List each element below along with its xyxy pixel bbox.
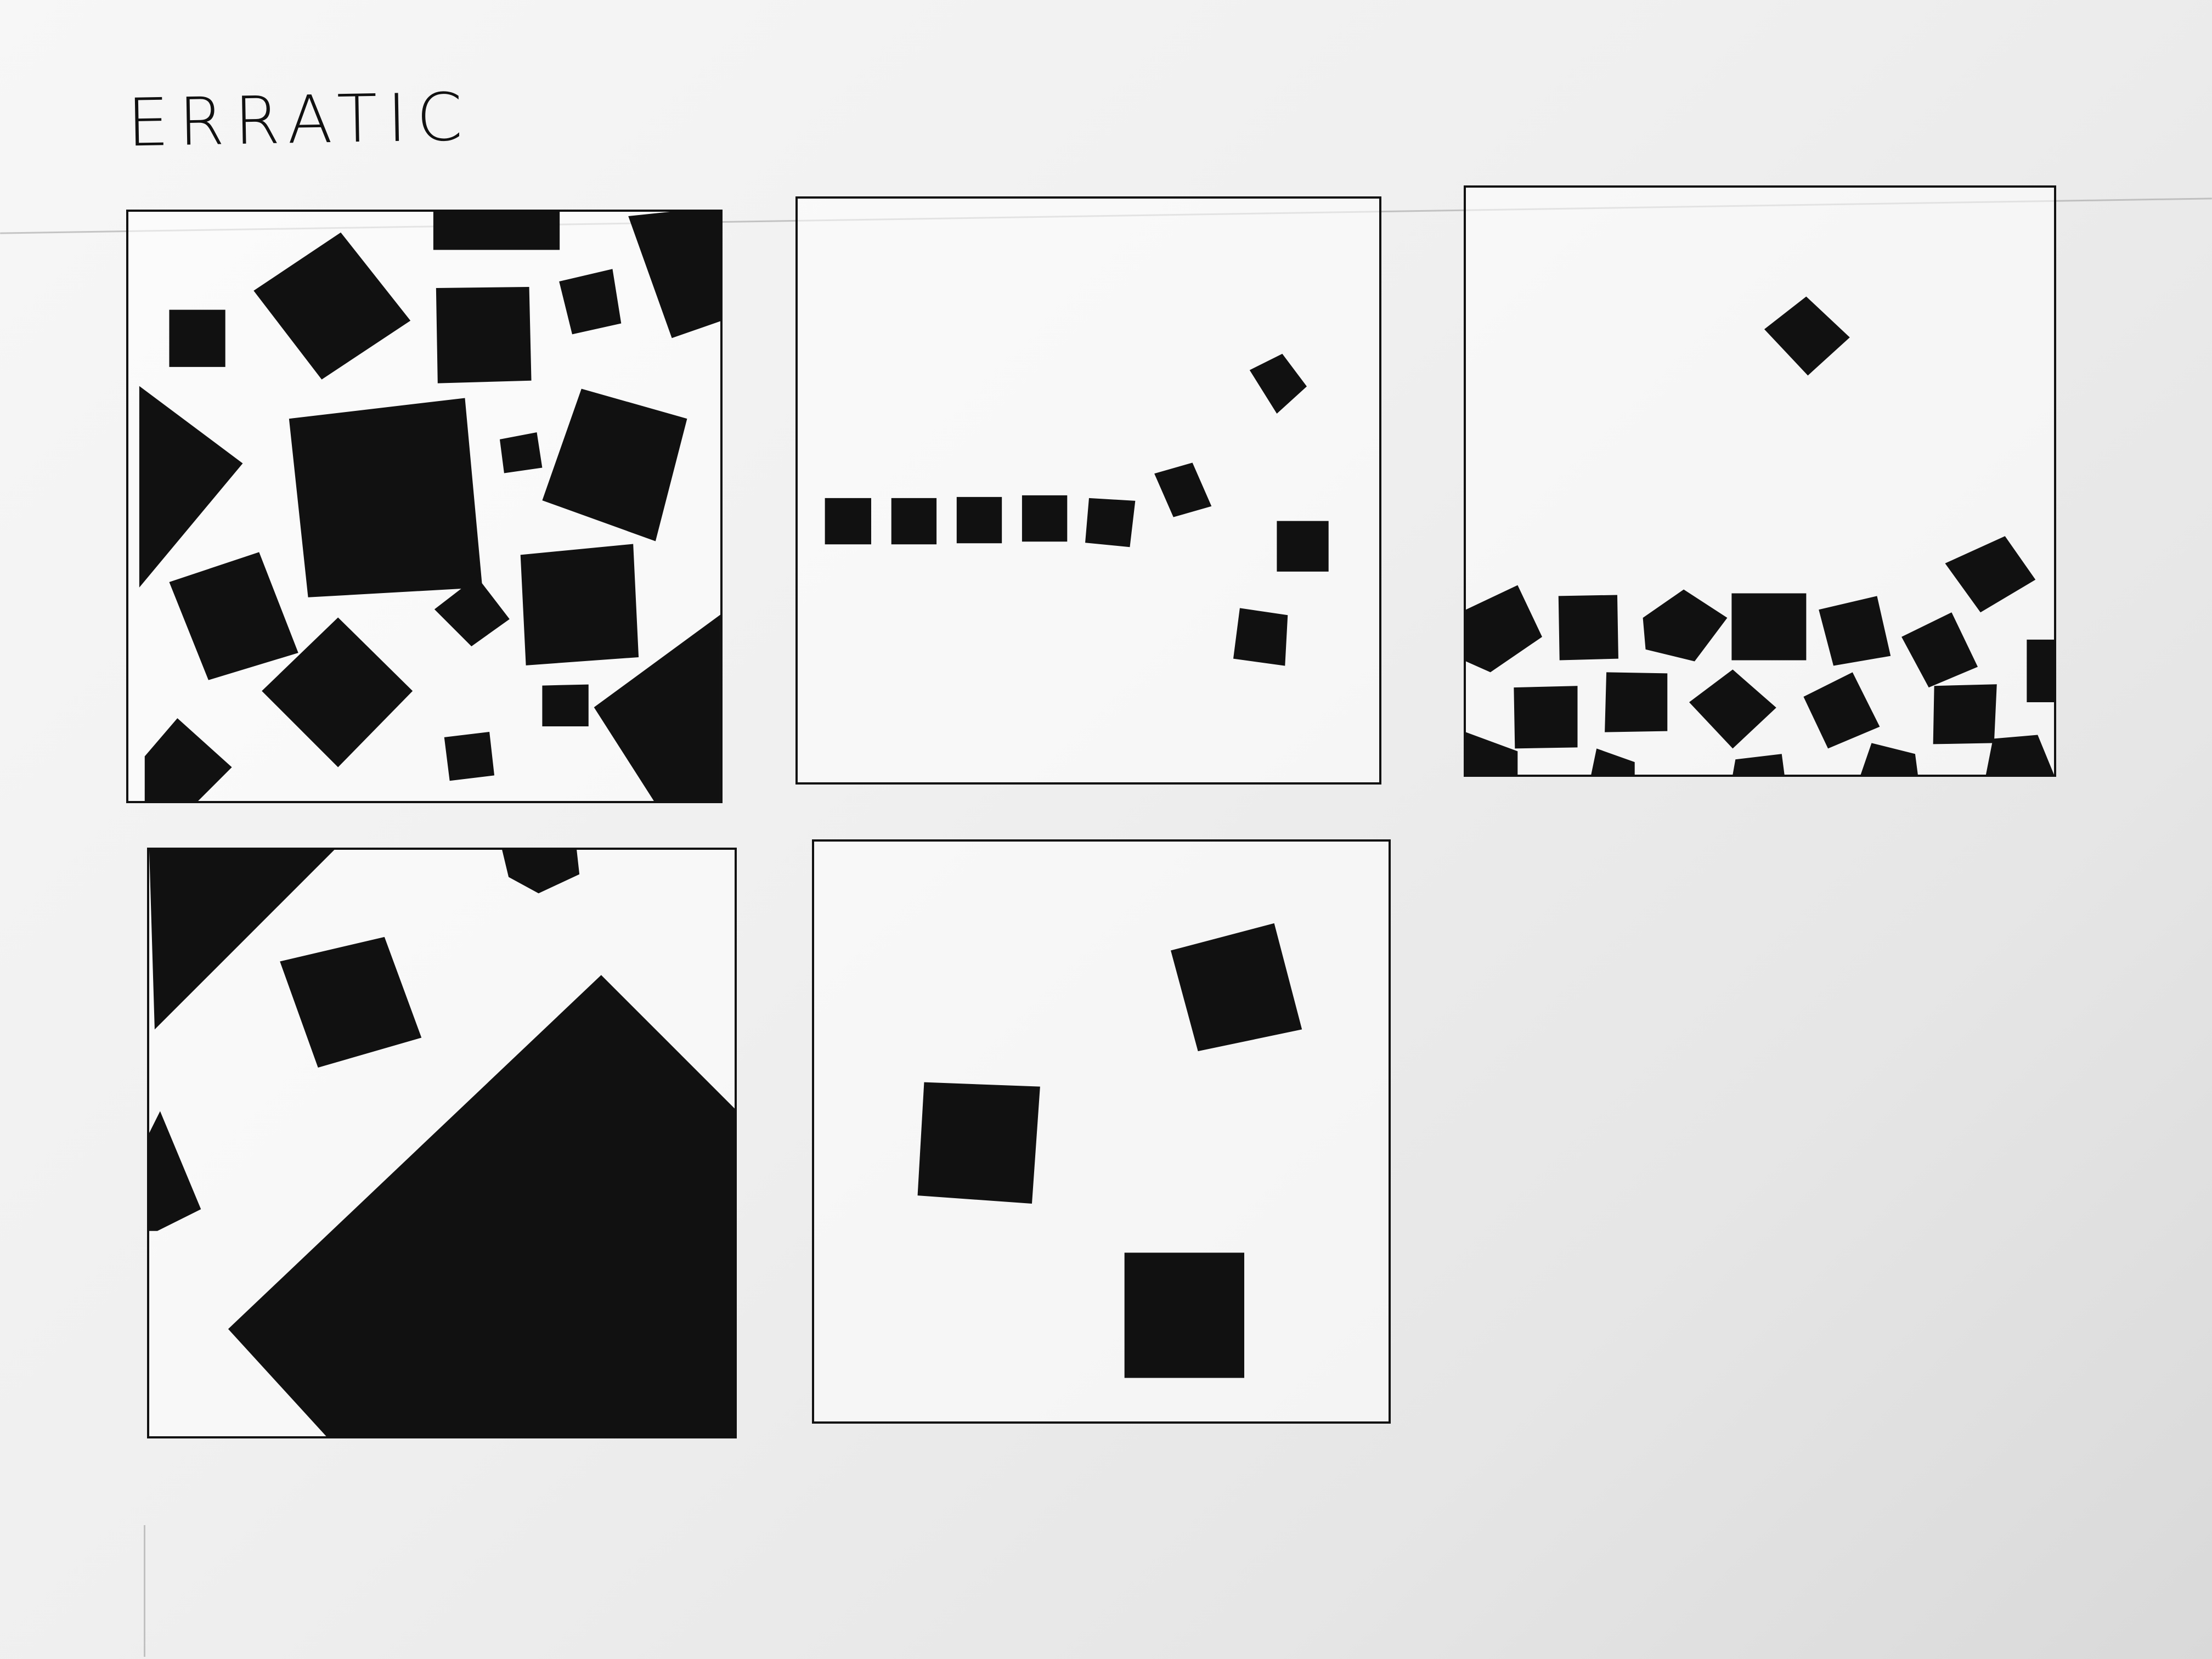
square-shape <box>280 936 422 1068</box>
square-shape <box>1605 672 1668 732</box>
square-shape <box>433 212 560 250</box>
square-shape <box>1689 669 1776 749</box>
panel-4-drawing <box>149 850 735 1436</box>
square-shape <box>169 309 225 367</box>
panel-5-three-squares <box>812 839 1391 1424</box>
square-shape <box>1277 521 1329 572</box>
triangle-shape <box>149 1111 201 1231</box>
panel-1-drawing <box>139 212 720 801</box>
square-shape <box>559 269 622 335</box>
square-shape <box>436 286 532 383</box>
panel-3-drawing <box>1466 296 2054 775</box>
square-shape <box>825 498 871 545</box>
square-shape <box>628 212 720 338</box>
square-shape <box>542 388 687 541</box>
triangle-shape <box>594 614 720 801</box>
square-shape <box>144 718 232 801</box>
triangle-shape <box>1466 732 1518 775</box>
square-shape <box>169 552 298 680</box>
square-shape <box>1022 495 1068 542</box>
panel-2-line-of-squares <box>795 196 1381 785</box>
square-shape <box>1803 672 1880 749</box>
square-shape <box>1085 498 1136 548</box>
square-shape <box>444 731 495 781</box>
triangle-shape <box>1591 748 1635 775</box>
square-shape <box>891 498 937 545</box>
square-shape <box>1731 593 1807 661</box>
square-shape <box>1819 596 1891 666</box>
panel-5-drawing <box>917 923 1302 1378</box>
triangle-shape <box>1985 735 2054 775</box>
square-shape <box>542 684 589 727</box>
square-shape <box>1558 595 1618 661</box>
square-shape <box>1733 754 1785 775</box>
square-shape <box>917 1082 1040 1204</box>
square-shape <box>1171 923 1302 1052</box>
square-shape <box>1901 612 1978 688</box>
panel-4-large-diamond <box>147 848 737 1438</box>
square-shape <box>956 496 1002 544</box>
panel-2-drawing <box>825 353 1329 666</box>
sketch-title: ERRATIC <box>126 79 473 162</box>
square-shape <box>1466 585 1542 673</box>
square-shape <box>520 544 639 665</box>
diamond-shape <box>228 975 735 1436</box>
square-shape <box>253 232 411 380</box>
triangle-shape <box>1860 743 1918 775</box>
square-shape <box>1154 462 1212 517</box>
square-shape <box>289 398 483 597</box>
square-shape <box>502 850 580 894</box>
square-shape <box>1933 684 1997 744</box>
guide-line-left <box>144 1525 145 1657</box>
panel-3-pile-of-squares <box>1464 185 2056 777</box>
square-shape <box>1764 296 1850 376</box>
triangle-shape <box>149 850 335 1030</box>
square-shape <box>1249 353 1307 414</box>
square-shape <box>434 577 510 647</box>
square-shape <box>499 432 543 473</box>
square-shape <box>1233 608 1288 666</box>
square-shape <box>2027 639 2054 702</box>
square-shape <box>262 617 413 768</box>
square-shape <box>1643 589 1728 662</box>
triangle-shape <box>139 386 243 588</box>
square-shape <box>1514 686 1578 749</box>
panel-1-scattered-squares <box>126 210 723 803</box>
square-shape <box>1945 536 2036 613</box>
square-shape <box>1124 1252 1245 1378</box>
